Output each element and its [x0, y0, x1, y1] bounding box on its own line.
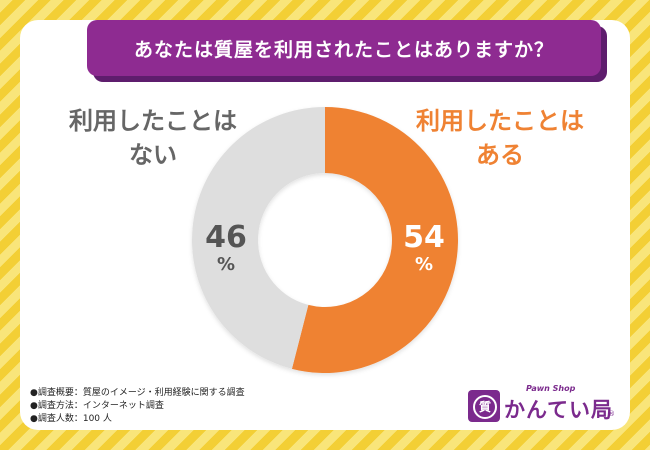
percent-used: 54 %	[394, 222, 454, 276]
percent-not-used-value: 46	[205, 220, 247, 255]
label-used-line1: 利用したことは	[416, 107, 584, 135]
percent-not-used: 46 %	[196, 222, 256, 276]
note-sample-size: ●調査人数：100 人	[30, 414, 112, 424]
logo-registered: ®	[608, 410, 615, 418]
percent-used-unit: %	[414, 254, 434, 275]
label-not-used: 利用したことは ない	[58, 104, 248, 172]
survey-notes: ●調査概要：質屋のイメージ・利用経験に関する調査 ●調査方法：インターネット調査…	[30, 387, 245, 426]
slice-used	[291, 107, 459, 373]
percent-used-value: 54	[403, 220, 445, 255]
percent-not-used-unit: %	[216, 254, 236, 275]
note-overview: ●調査概要：質屋のイメージ・利用経験に関する調査	[30, 388, 245, 398]
label-not-used-line1: 利用したことは	[69, 107, 237, 135]
brand-logo: 質 Pawn Shop かんてい局 ®	[468, 384, 618, 426]
logo-mark: 質	[473, 395, 497, 419]
slice-not-used	[192, 107, 325, 369]
label-used: 利用したことは ある	[400, 104, 600, 172]
logo-mark-box: 質	[468, 390, 500, 422]
note-method: ●調査方法：インターネット調査	[30, 401, 164, 411]
logo-tagline: Pawn Shop	[526, 384, 576, 393]
logo-name: かんてい局	[504, 398, 613, 422]
label-used-line2: ある	[476, 141, 524, 169]
label-not-used-line2: ない	[129, 141, 177, 169]
page-title: あなたは質屋を利用されたことはありますか？	[87, 20, 601, 76]
